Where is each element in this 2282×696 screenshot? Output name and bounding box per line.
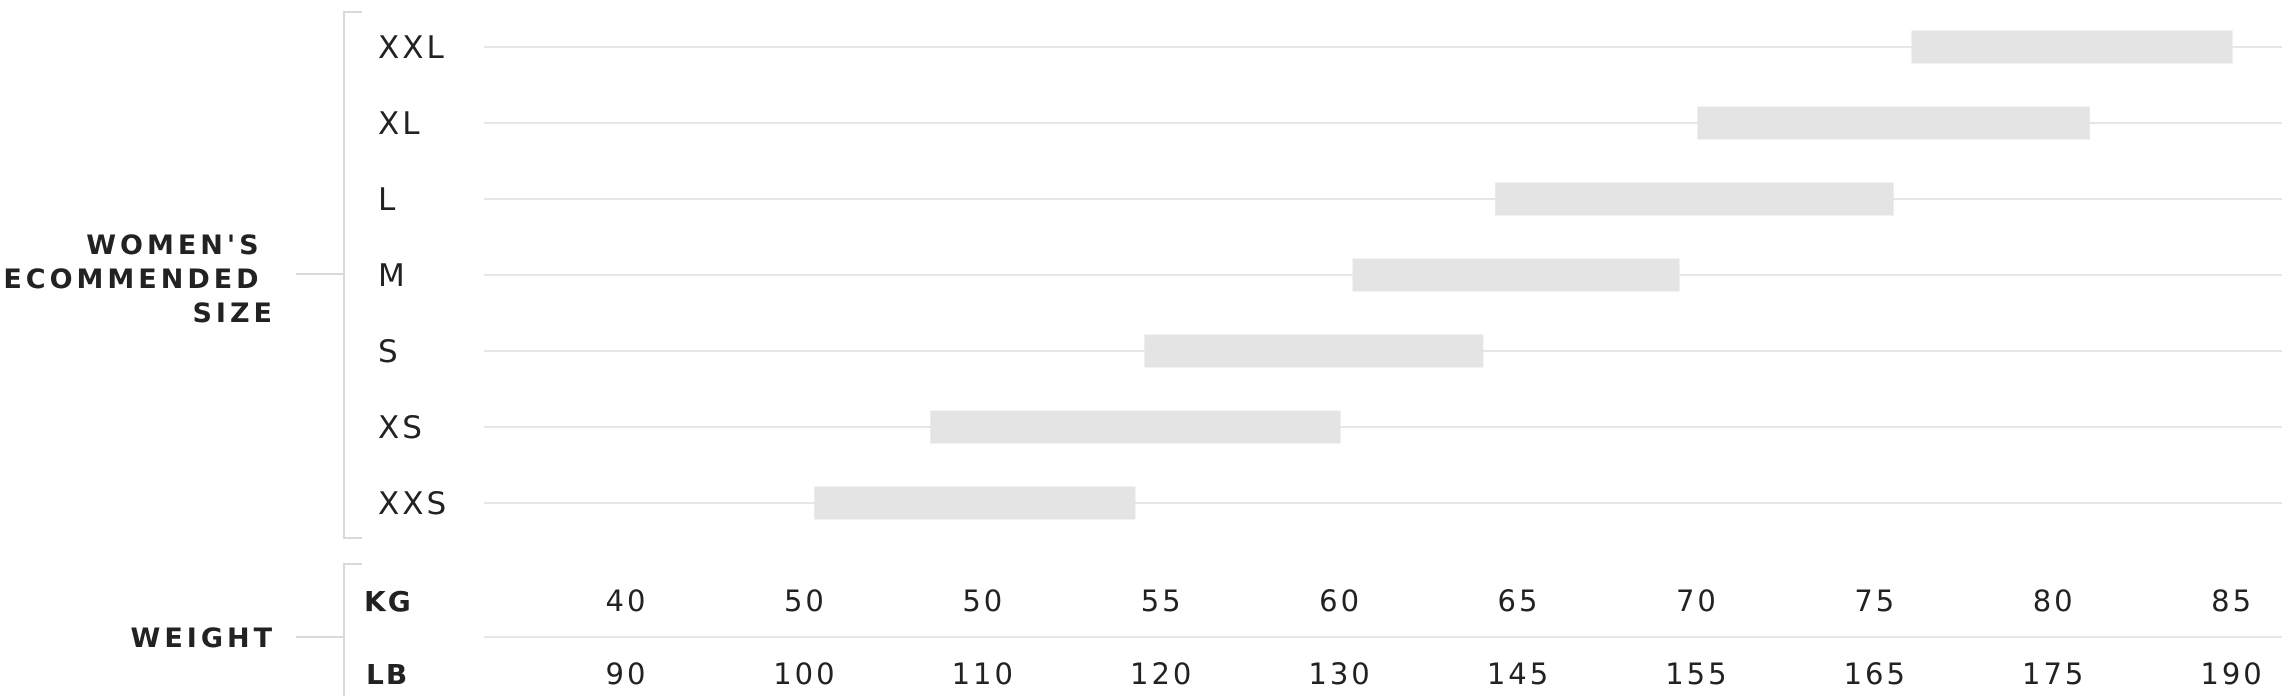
size-label-s: S bbox=[378, 334, 401, 370]
size-label-m: M bbox=[378, 258, 408, 294]
size-row-m: M bbox=[378, 258, 2282, 294]
lb-tick-label: 110 bbox=[952, 657, 1016, 691]
kg-tick-label: 85 bbox=[2211, 584, 2254, 618]
kg-tick-label: 80 bbox=[2033, 584, 2076, 618]
unit-label-lb: LB bbox=[366, 658, 409, 691]
range-bar-s bbox=[1144, 334, 1484, 368]
range-bar-xs bbox=[930, 410, 1341, 444]
lb-tick-label: 130 bbox=[1308, 657, 1372, 691]
weight-ticks: 40 50 50 55 60 65 70 75 80 85 90 100 110 120 130 145 155… bbox=[606, 584, 2264, 691]
lb-tick-label: 155 bbox=[1665, 657, 1729, 691]
weight-axis-bracket bbox=[343, 563, 362, 696]
lb-tick-label: 165 bbox=[1844, 657, 1908, 691]
lb-tick-label: 190 bbox=[2200, 657, 2264, 691]
kg-tick-label: 50 bbox=[962, 584, 1005, 618]
size-label-l: L bbox=[378, 182, 398, 218]
kg-tick-label: 50 bbox=[784, 584, 827, 618]
lb-tick-label: 100 bbox=[773, 657, 837, 691]
range-bar-m bbox=[1352, 258, 1680, 292]
lb-tick-label: 145 bbox=[1487, 657, 1551, 691]
kg-tick-label: 60 bbox=[1319, 584, 1362, 618]
kg-tick-label: 55 bbox=[1141, 584, 1184, 618]
size-row-xxl: XXL bbox=[378, 30, 2282, 66]
kg-tick-label: 40 bbox=[606, 584, 649, 618]
size-row-l: L bbox=[378, 182, 2282, 218]
kg-tick-label: 70 bbox=[1676, 584, 1719, 618]
lb-tick-label: 90 bbox=[606, 657, 649, 691]
x-axis-title: WEIGHT bbox=[131, 623, 276, 654]
size-row-xs: XS bbox=[378, 410, 2282, 446]
size-row-s: S bbox=[378, 334, 2282, 370]
size-axis-bracket bbox=[343, 11, 362, 539]
y-axis-title: WOMEN'S RECOMMENDED SIZE bbox=[0, 230, 276, 329]
unit-label-kg: KG bbox=[364, 585, 413, 618]
size-label-xxl: XXL bbox=[378, 30, 447, 66]
y-axis-title-line-2: RECOMMENDED bbox=[0, 264, 263, 295]
y-axis-title-line-3: SIZE bbox=[192, 298, 276, 329]
size-label-xl: XL bbox=[378, 106, 423, 142]
size-rows: XXL XL L M S XS XXS bbox=[378, 30, 2282, 522]
range-bar-xxs bbox=[814, 486, 1136, 520]
lb-tick-label: 120 bbox=[1130, 657, 1194, 691]
range-bar-l bbox=[1495, 182, 1894, 216]
lb-tick-label: 175 bbox=[2022, 657, 2086, 691]
range-bar-xxl bbox=[1911, 30, 2233, 64]
kg-tick-label: 75 bbox=[1854, 584, 1897, 618]
size-label-xxs: XXS bbox=[378, 486, 449, 522]
size-row-xxs: XXS bbox=[378, 486, 2282, 522]
range-bar-xl bbox=[1697, 106, 2090, 140]
y-axis-title-line-1: WOMEN'S bbox=[86, 230, 262, 261]
kg-tick-label: 65 bbox=[1498, 584, 1541, 618]
size-row-xl: XL bbox=[378, 106, 2282, 142]
size-label-xs: XS bbox=[378, 410, 425, 446]
